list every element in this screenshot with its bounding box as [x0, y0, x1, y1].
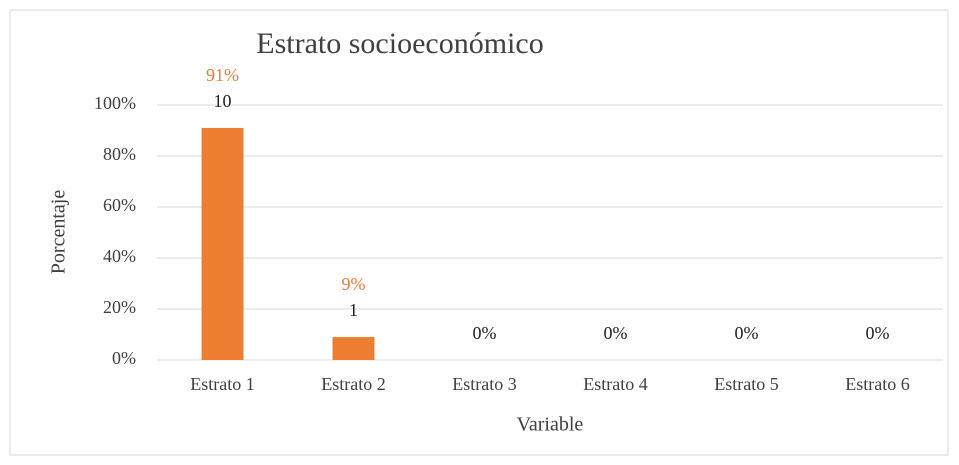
value-label: 0% [604, 323, 628, 343]
y-tick-label: 40% [103, 246, 136, 266]
x-axis-label: Variable [517, 414, 584, 436]
count-label: 1 [349, 300, 358, 320]
x-tick-label: Estrato 2 [321, 374, 386, 394]
y-axis-label: Porcentaje [48, 190, 70, 275]
y-tick-label: 20% [103, 297, 136, 317]
value-label: 9% [342, 274, 366, 294]
x-tick-label: Estrato 5 [714, 374, 779, 394]
x-tick-label: Estrato 4 [583, 374, 648, 394]
x-tick-label: Estrato 6 [845, 374, 910, 394]
x-tick-label: Estrato 1 [190, 374, 255, 394]
bar [332, 337, 375, 360]
bar [201, 127, 244, 360]
y-tick-label: 100% [94, 93, 136, 113]
chart-title: Estrato socioeconómico [256, 27, 543, 60]
value-label: 0% [735, 323, 759, 343]
value-label: 91% [206, 65, 239, 85]
y-tick-label: 0% [112, 348, 136, 368]
x-tick-label: Estrato 3 [452, 374, 517, 394]
count-label: 10 [214, 91, 232, 111]
y-tick-label: 60% [103, 195, 136, 215]
value-label: 0% [473, 323, 497, 343]
y-tick-label: 80% [103, 144, 136, 164]
chart-frame [9, 9, 949, 456]
value-label: 0% [866, 323, 890, 343]
